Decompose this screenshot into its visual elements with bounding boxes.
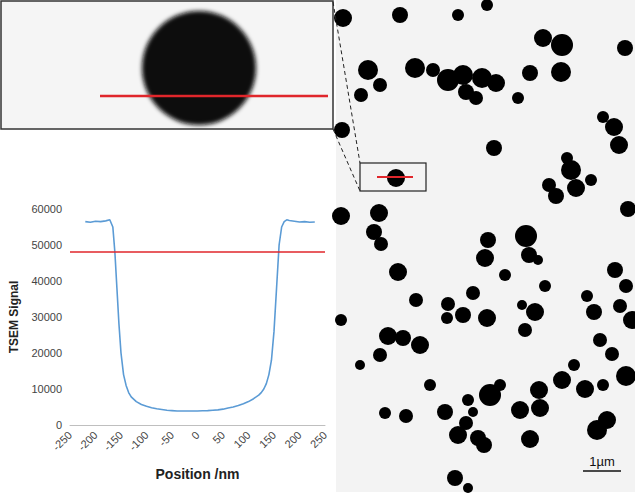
svg-text:50000: 50000	[31, 239, 62, 251]
svg-text:30000: 30000	[31, 311, 62, 323]
svg-text:1µm: 1µm	[589, 454, 615, 469]
svg-text:50: 50	[210, 429, 227, 446]
svg-text:-250: -250	[50, 429, 74, 453]
svg-text:10000: 10000	[31, 383, 62, 395]
svg-text:200: 200	[282, 429, 303, 450]
svg-text:100: 100	[231, 429, 252, 450]
svg-text:-50: -50	[157, 429, 177, 449]
svg-text:250: 250	[308, 429, 329, 450]
svg-text:-100: -100	[127, 429, 151, 453]
svg-text:-200: -200	[76, 429, 100, 453]
svg-text:60000: 60000	[31, 203, 62, 215]
svg-text:Position /nm: Position /nm	[156, 466, 240, 482]
svg-text:0: 0	[56, 419, 62, 431]
svg-text:-150: -150	[101, 429, 125, 453]
svg-text:0: 0	[189, 429, 202, 442]
svg-text:40000: 40000	[31, 275, 62, 287]
svg-text:TSEM Signal: TSEM Signal	[7, 281, 21, 354]
svg-text:150: 150	[257, 429, 278, 450]
svg-text:20000: 20000	[31, 347, 62, 359]
